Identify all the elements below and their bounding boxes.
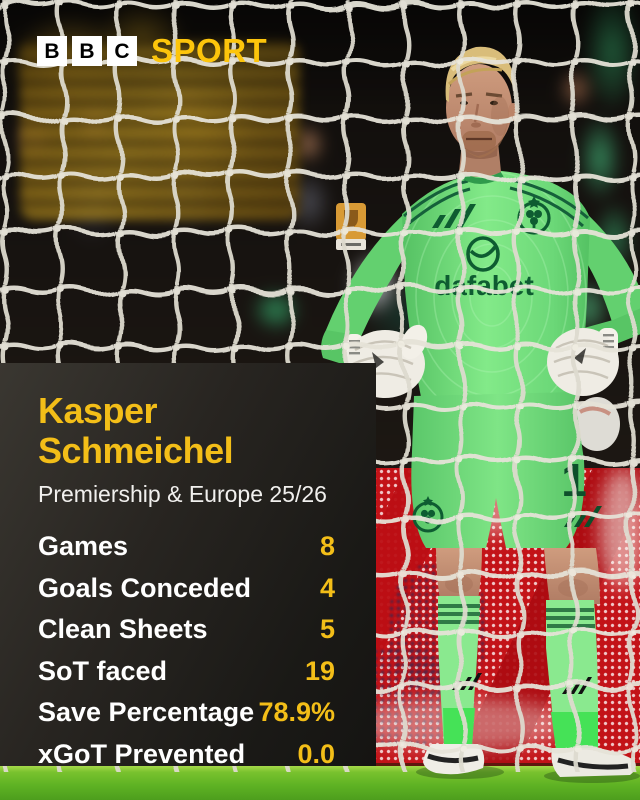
stat-label: Save Percentage — [38, 697, 255, 728]
bbc-sport-logo: B B C SPORT — [37, 32, 268, 69]
stat-label: xGoT Prevented — [38, 738, 246, 769]
stat-row: Save Percentage 78.9% — [38, 692, 335, 734]
bbc-block-2: B — [72, 36, 102, 66]
bbc-block-3: C — [107, 36, 137, 66]
stat-row: Goals Conceded 4 — [38, 568, 335, 610]
stats-panel: Kasper Schmeichel Premiership & Europe 2… — [0, 363, 376, 769]
stat-row: xGoT Prevented 0.0 — [38, 734, 335, 776]
stat-label: Goals Conceded — [38, 572, 252, 603]
stats-list: Games 8 Goals Conceded 4 Clean Sheets 5 … — [38, 526, 335, 775]
stat-row: Games 8 — [38, 526, 335, 568]
stat-label: Games — [38, 531, 129, 562]
shorts-number-text: 1 — [561, 454, 587, 506]
stat-label: Clean Sheets — [38, 614, 208, 645]
bbc-letter: B — [79, 39, 95, 63]
bbc-letter: C — [114, 39, 130, 63]
stat-value: 19 — [304, 655, 335, 686]
stat-row: Clean Sheets 5 — [38, 609, 335, 651]
bbc-letter: B — [44, 39, 60, 63]
stat-label: SoT faced — [38, 655, 168, 686]
jersey-sponsor-text: dafabet — [434, 270, 534, 301]
competition-subtitle: Premiership & Europe 25/26 — [38, 481, 327, 507]
sport-wordmark: SPORT — [151, 32, 268, 69]
player-name: Kasper Schmeichel — [38, 390, 234, 471]
stat-value: 0.0 — [297, 738, 335, 769]
stat-value: 8 — [319, 531, 335, 562]
stat-value: 5 — [319, 614, 335, 645]
stat-value: 4 — [319, 572, 335, 603]
stat-row: SoT faced 19 — [38, 651, 335, 693]
stat-value: 78.9% — [258, 697, 335, 728]
bbc-block-1: B — [37, 36, 67, 66]
